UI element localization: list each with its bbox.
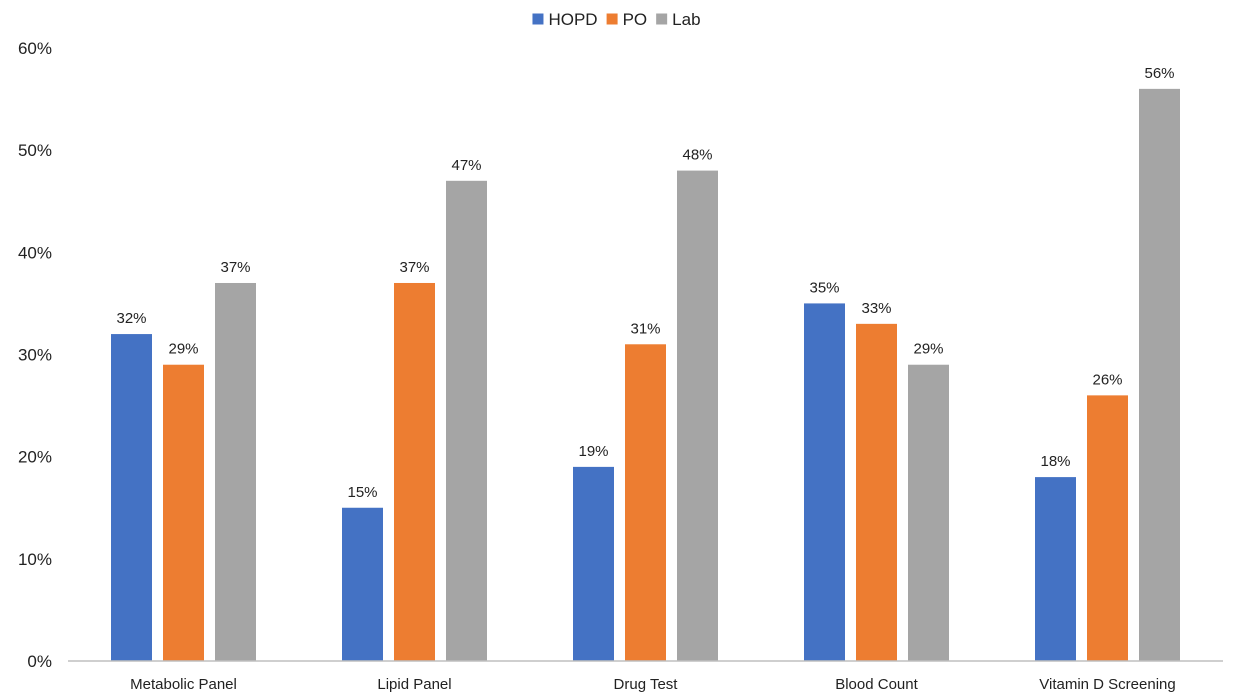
- bar-po-blood-count: [856, 323, 897, 661]
- y-tick-label: 60%: [18, 39, 52, 58]
- x-tick-label: Lipid Panel: [377, 676, 451, 693]
- bar-group: 18% 26% 56%: [1035, 65, 1180, 661]
- legend-swatch-lab: [656, 13, 668, 25]
- legend-swatch-hopd: [532, 13, 544, 25]
- data-label: 18%: [1040, 453, 1070, 470]
- bar-hopd-metabolic-panel: [111, 334, 152, 661]
- y-tick-label: 50%: [18, 141, 52, 160]
- y-tick-label: 10%: [18, 550, 52, 569]
- data-label: 48%: [682, 147, 712, 164]
- bar-po-vitamin-d-screening: [1087, 395, 1128, 661]
- bar-group: 15% 37% 47%: [342, 157, 487, 662]
- data-label: 15%: [347, 484, 377, 501]
- data-label: 56%: [1144, 65, 1174, 82]
- chart-legend: HOPD PO Lab: [532, 10, 701, 29]
- bar-hopd-vitamin-d-screening: [1035, 477, 1076, 661]
- y-tick-label: 30%: [18, 346, 52, 365]
- bar-po-drug-test: [625, 344, 666, 661]
- x-tick-label: Vitamin D Screening: [1039, 676, 1175, 693]
- data-label: 47%: [451, 157, 481, 174]
- data-label: 29%: [913, 341, 943, 358]
- bars-area: 32% 29% 37% 15% 37% 47% 19% 31% 48% 35% 33% 29% 18% 2…: [111, 65, 1180, 662]
- x-tick-label: Blood Count: [835, 676, 918, 693]
- y-tick-label: 20%: [18, 448, 52, 467]
- data-label: 33%: [861, 300, 891, 317]
- x-axis: Metabolic Panel Lipid Panel Drug Test Blood…: [130, 676, 1176, 693]
- bar-lab-vitamin-d-screening: [1139, 88, 1180, 661]
- bar-group: 35% 33% 29%: [804, 279, 949, 661]
- legend-label: Lab: [672, 10, 700, 29]
- bar-lab-blood-count: [908, 364, 949, 661]
- data-label: 35%: [809, 279, 839, 296]
- data-label: 37%: [220, 259, 250, 276]
- bar-hopd-blood-count: [804, 303, 845, 661]
- bar-hopd-lipid-panel: [342, 507, 383, 661]
- data-label: 19%: [578, 443, 608, 460]
- data-label: 37%: [399, 259, 429, 276]
- y-tick-label: 40%: [18, 243, 52, 262]
- legend-swatch-po: [606, 13, 618, 25]
- data-label: 31%: [630, 320, 660, 337]
- legend-label: PO: [623, 10, 648, 29]
- legend-label: HOPD: [548, 10, 597, 29]
- bar-po-metabolic-panel: [163, 364, 204, 661]
- bar-lab-metabolic-panel: [215, 282, 256, 661]
- data-label: 26%: [1092, 371, 1122, 388]
- data-label: 29%: [168, 341, 198, 358]
- bar-po-lipid-panel: [394, 282, 435, 661]
- bar-lab-lipid-panel: [446, 180, 487, 662]
- bar-hopd-drug-test: [573, 466, 614, 661]
- bar-lab-drug-test: [677, 170, 718, 661]
- bar-group: 19% 31% 48%: [573, 147, 718, 661]
- y-axis: 0% 10% 20% 30% 40% 50% 60%: [18, 39, 52, 671]
- x-tick-label: Metabolic Panel: [130, 676, 237, 693]
- data-label: 32%: [116, 310, 146, 327]
- bar-group: 32% 29% 37%: [111, 259, 256, 661]
- x-tick-label: Drug Test: [614, 676, 679, 693]
- y-tick-label: 0%: [27, 652, 52, 671]
